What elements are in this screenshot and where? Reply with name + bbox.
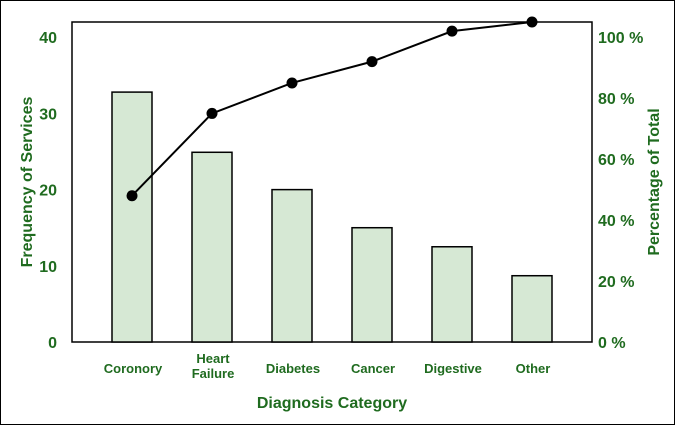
bar-2 [271, 188, 313, 343]
cumulative-line-group [126, 16, 538, 202]
cumulative-point-0 [126, 190, 138, 202]
category-label-3: Cancer [351, 361, 395, 376]
x-axis-title: Diagnosis Category [257, 395, 407, 412]
y-axis-title: Frequency of Services [19, 97, 36, 268]
left-tick-label-1: 10 [39, 259, 57, 276]
bars-group [111, 91, 553, 343]
category-label-5: Other [516, 361, 551, 376]
left-tick-label-4: 40 [39, 30, 57, 47]
right-tick-label-4: 80 % [598, 91, 634, 108]
plot-area [71, 21, 593, 343]
bar-3 [351, 226, 393, 343]
cumulative-point-4 [446, 25, 458, 37]
right-axis-ticks: 0 % 20 % 40 % 60 % 80 % 100 % [598, 30, 643, 352]
cumulative-point-1 [206, 107, 218, 119]
left-tick-label-3: 30 [39, 106, 57, 123]
left-tick-label-2: 20 [39, 183, 57, 200]
left-tick-label-0: 0 [48, 335, 57, 352]
right-tick-label-1: 20 % [598, 274, 634, 291]
bar-5 [511, 274, 553, 343]
bar-0 [111, 91, 153, 343]
y2-axis-title: Percentage of Total [646, 108, 663, 255]
category-label-4: Digestive [424, 361, 482, 376]
cumulative-point-5 [526, 16, 538, 28]
cumulative-point-3 [366, 56, 378, 68]
category-label-2: Diabetes [266, 361, 320, 376]
category-label-1: Heart Failure [192, 351, 235, 381]
right-tick-label-2: 40 % [598, 213, 634, 230]
category-labels: Coronory Heart Failure Diabetes Cancer Digest… [104, 351, 551, 381]
right-tick-label-0: 0 % [598, 335, 626, 352]
category-label-0: Coronory [104, 361, 163, 376]
left-axis-ticks: 0 10 20 30 40 [39, 30, 57, 352]
right-tick-label-5: 100 % [598, 30, 643, 47]
bar-4 [431, 246, 473, 343]
cumulative-point-2 [286, 77, 298, 89]
bar-1 [191, 151, 233, 343]
cumulative-line [131, 21, 533, 197]
right-tick-label-3: 60 % [598, 152, 634, 169]
